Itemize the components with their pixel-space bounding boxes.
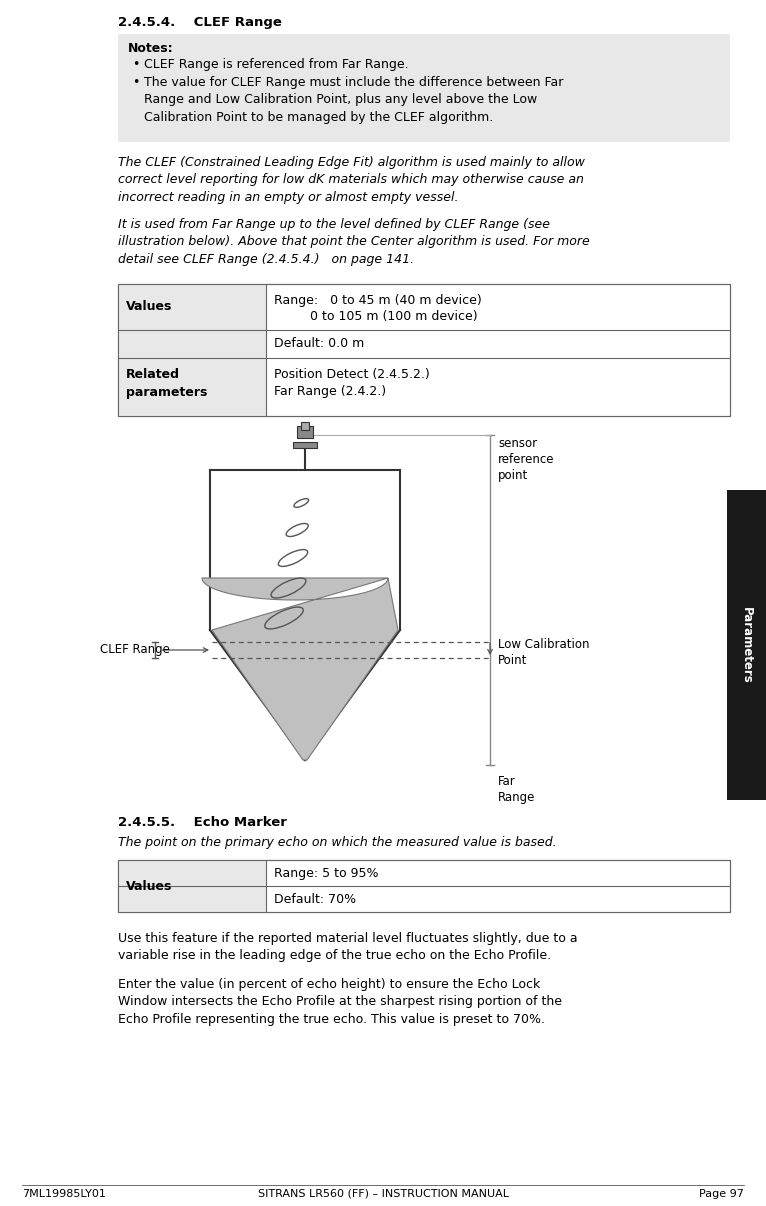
Text: Default: 0.0 m: Default: 0.0 m — [274, 336, 365, 350]
Text: Enter the value (in percent of echo height) to ensure the Echo Lock
Window inter: Enter the value (in percent of echo heig… — [118, 978, 562, 1026]
Text: 2.4.5.4.    CLEF Range: 2.4.5.4. CLEF Range — [118, 16, 282, 29]
Text: •: • — [132, 58, 139, 71]
Text: Related
parameters: Related parameters — [126, 368, 208, 399]
Bar — [118, 860, 266, 912]
Bar — [297, 426, 313, 438]
Text: 0 to 105 m (100 m device): 0 to 105 m (100 m device) — [274, 310, 478, 323]
Bar — [118, 283, 730, 416]
Text: Use this feature if the reported material level fluctuates slightly, due to a
va: Use this feature if the reported materia… — [118, 932, 578, 962]
Text: Far Range (2.4.2.): Far Range (2.4.2.) — [274, 385, 386, 398]
Bar — [293, 443, 317, 447]
Text: Far
Range: Far Range — [498, 775, 535, 804]
Text: Range:   0 to 45 m (40 m device): Range: 0 to 45 m (40 m device) — [274, 294, 482, 308]
Text: Page 97: Page 97 — [699, 1189, 744, 1199]
Bar — [118, 860, 730, 912]
Text: It is used from Far Range up to the level defined by CLEF Range (see
illustratio: It is used from Far Range up to the leve… — [118, 218, 590, 267]
Bar — [118, 860, 730, 912]
Text: 2.4.5.5.    Echo Marker: 2.4.5.5. Echo Marker — [118, 816, 287, 829]
Text: The point on the primary echo on which the measured value is based.: The point on the primary echo on which t… — [118, 836, 557, 849]
Text: Range: 5 to 95%: Range: 5 to 95% — [274, 867, 378, 880]
Bar — [118, 283, 730, 416]
Bar — [727, 490, 766, 800]
Text: The CLEF (Constrained Leading Edge Fit) algorithm is used mainly to allow
correc: The CLEF (Constrained Leading Edge Fit) … — [118, 156, 585, 204]
Text: Values: Values — [126, 879, 172, 892]
Text: CLEF Range is referenced from Far Range.: CLEF Range is referenced from Far Range. — [144, 58, 408, 71]
Text: Low Calibration
Point: Low Calibration Point — [498, 638, 590, 667]
Text: Notes:: Notes: — [128, 42, 174, 55]
Text: CLEF Range: CLEF Range — [100, 644, 170, 656]
Bar — [118, 34, 730, 142]
Text: •: • — [132, 76, 139, 89]
Polygon shape — [202, 578, 398, 760]
Text: The value for CLEF Range must include the difference between Far
Range and Low C: The value for CLEF Range must include th… — [144, 76, 563, 124]
Text: sensor
reference
point: sensor reference point — [498, 437, 555, 482]
Bar — [118, 283, 266, 416]
Text: Position Detect (2.4.5.2.): Position Detect (2.4.5.2.) — [274, 368, 430, 381]
Text: Parameters: Parameters — [739, 607, 752, 684]
Text: SITRANS LR560 (FF) – INSTRUCTION MANUAL: SITRANS LR560 (FF) – INSTRUCTION MANUAL — [257, 1189, 509, 1199]
Text: 7ML19985LY01: 7ML19985LY01 — [22, 1189, 106, 1199]
Text: Values: Values — [126, 300, 172, 314]
Text: Default: 70%: Default: 70% — [274, 892, 356, 906]
Bar — [301, 422, 309, 431]
